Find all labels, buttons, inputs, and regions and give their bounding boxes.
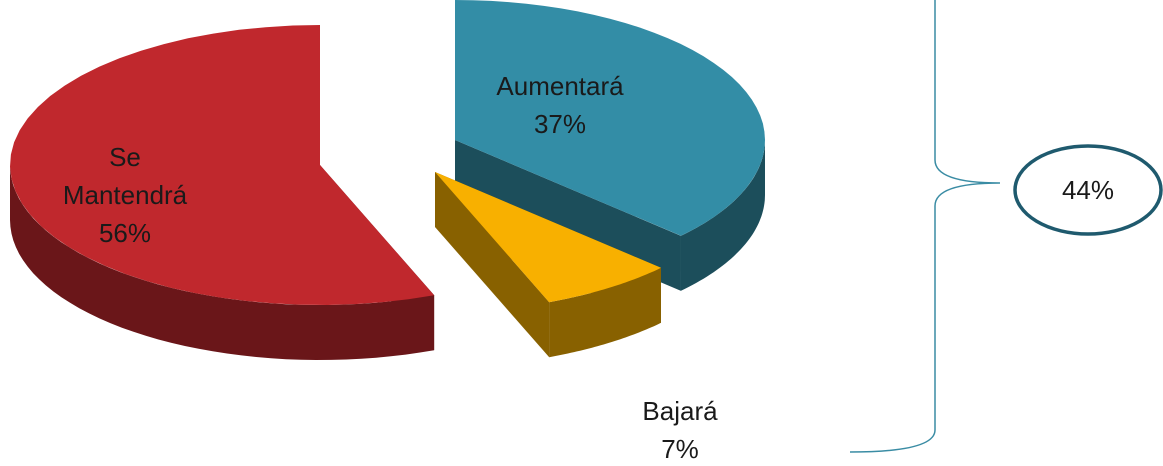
category-label: Aumentará — [496, 71, 624, 101]
category-label: Bajará — [642, 396, 718, 426]
slice-label: Se Mantendrá 56% — [50, 138, 200, 252]
slice — [10, 25, 435, 305]
slice-side — [549, 267, 661, 358]
value-label: 7% — [661, 434, 699, 464]
annotation-ellipse — [1013, 144, 1163, 236]
slice — [455, 0, 765, 236]
pie — [10, 0, 765, 360]
value-label: 56% — [98, 218, 152, 248]
category-label: Se Mantendrá — [62, 142, 188, 210]
slice-side — [10, 165, 435, 360]
value-label: 37% — [533, 109, 587, 139]
slice-label: Bajará 7% — [642, 392, 717, 466]
slice — [435, 172, 661, 303]
slice-label: Aumentará 37% — [496, 67, 623, 143]
bracket — [849, 0, 1001, 453]
annotation: 44% — [1062, 175, 1114, 205]
slice-side — [681, 140, 765, 291]
slice-cut-face — [435, 172, 550, 358]
